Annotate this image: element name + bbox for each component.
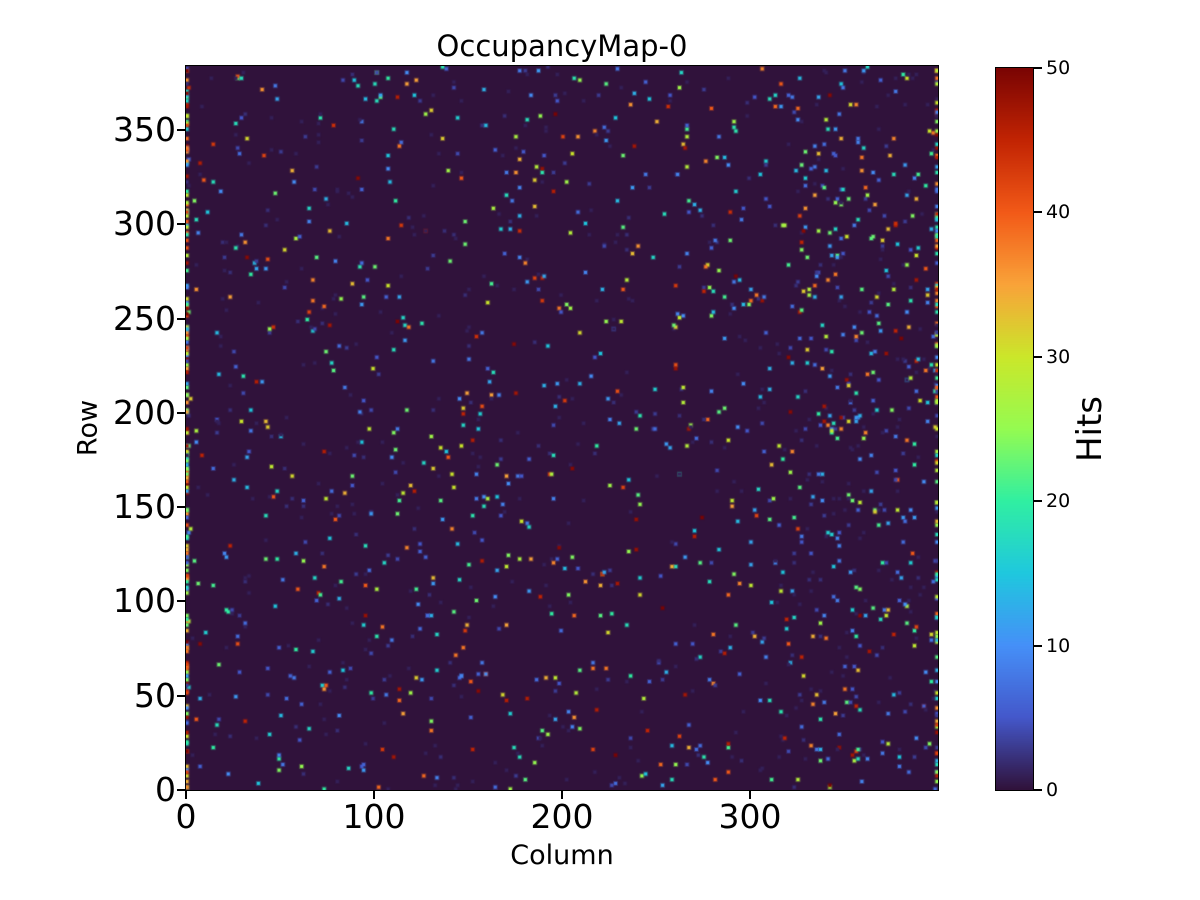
colorbar-tick-mark xyxy=(1034,644,1042,647)
chart-title: OccupancyMap-0 xyxy=(436,29,688,63)
y-tick-mark xyxy=(177,600,185,603)
colorbar-tick-mark xyxy=(1034,211,1042,214)
heatmap-canvas xyxy=(186,66,938,790)
colorbar-tick-mark xyxy=(1034,500,1042,503)
x-tick-label: 300 xyxy=(718,797,782,836)
colorbar xyxy=(995,67,1034,791)
x-tick-label: 200 xyxy=(530,797,594,836)
y-tick-label: 50 xyxy=(134,675,176,715)
x-tick-mark xyxy=(749,791,751,799)
y-tick-mark xyxy=(177,129,185,132)
y-tick-label: 150 xyxy=(113,487,176,527)
colorbar-tick-mark xyxy=(1034,67,1042,69)
colorbar-tick-label: 0 xyxy=(1046,779,1059,801)
y-tick-mark xyxy=(177,317,185,320)
colorbar-tick-mark xyxy=(1034,355,1042,358)
colorbar-canvas xyxy=(996,68,1033,790)
y-tick-mark xyxy=(177,694,185,697)
y-tick-label: 200 xyxy=(113,392,176,432)
colorbar-tick-mark xyxy=(1034,789,1042,791)
x-tick-mark xyxy=(373,791,375,799)
colorbar-tick-label: 10 xyxy=(1046,634,1071,657)
y-tick-mark xyxy=(177,411,185,414)
y-tick-label: 100 xyxy=(113,581,176,621)
y-tick-label: 300 xyxy=(113,204,176,244)
colorbar-tick-label: 20 xyxy=(1046,490,1071,513)
y-tick-mark xyxy=(177,506,185,509)
heatmap-plot xyxy=(185,65,939,791)
y-tick-label: 250 xyxy=(113,298,176,338)
colorbar-label: Hits xyxy=(1070,395,1110,463)
x-tick-mark xyxy=(185,791,187,799)
x-tick-mark xyxy=(561,791,563,799)
x-axis-label: Column xyxy=(510,840,614,871)
y-tick-mark xyxy=(177,789,185,791)
colorbar-tick-label: 40 xyxy=(1046,201,1071,224)
colorbar-tick-label: 50 xyxy=(1046,57,1071,79)
y-tick-label: 0 xyxy=(155,770,176,809)
x-tick-label: 100 xyxy=(342,797,406,836)
x-tick-label: 0 xyxy=(175,797,197,836)
y-tick-label: 350 xyxy=(113,110,176,150)
colorbar-tick-label: 30 xyxy=(1046,345,1071,368)
y-tick-mark xyxy=(177,223,185,226)
